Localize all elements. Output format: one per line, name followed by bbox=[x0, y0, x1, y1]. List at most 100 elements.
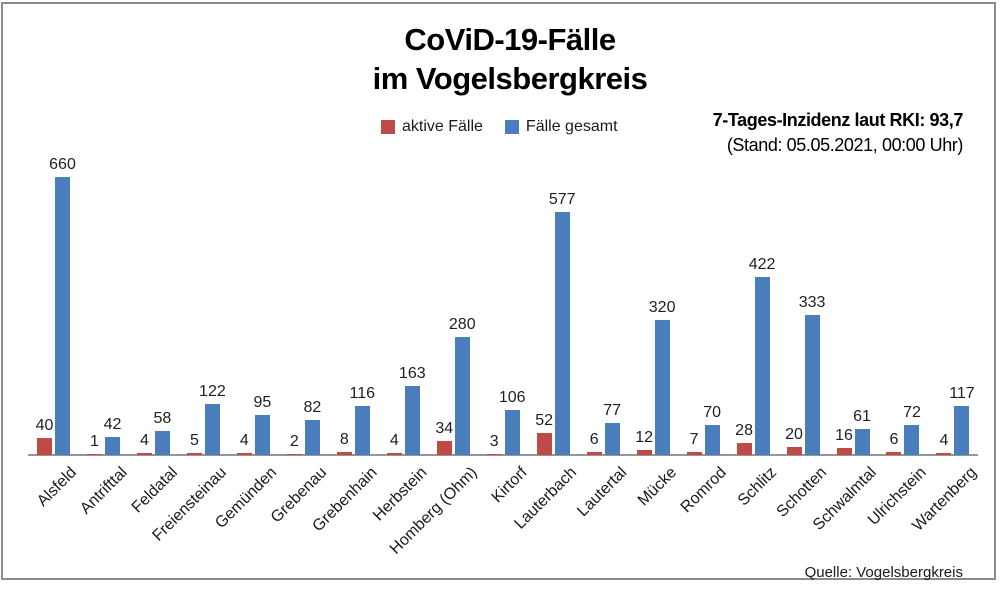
bar-value-label: 12 bbox=[635, 429, 654, 446]
bar-value-label: 2 bbox=[289, 433, 299, 450]
bar-active bbox=[686, 452, 702, 455]
chart-title-line1: CoViD-19-Fälle bbox=[404, 22, 616, 57]
bar-value-label: 577 bbox=[548, 191, 576, 208]
bar-active bbox=[586, 452, 602, 455]
chart-title: CoViD-19-Fälle im Vogelsbergkreis bbox=[210, 20, 810, 98]
bar-total bbox=[454, 337, 470, 455]
bar-value-label: 4 bbox=[139, 432, 149, 449]
x-axis-label: Romrod bbox=[677, 464, 731, 517]
bar-value-label: 7 bbox=[689, 431, 699, 448]
x-axis-label: Alsfeld bbox=[34, 464, 81, 510]
bar-active bbox=[286, 454, 302, 455]
bar-value-label: 34 bbox=[435, 420, 454, 437]
bar-value-label: 280 bbox=[448, 316, 476, 333]
bar-value-label: 72 bbox=[903, 404, 921, 421]
chart-title-line2: im Vogelsbergkreis bbox=[372, 61, 648, 96]
bar-active bbox=[236, 453, 252, 455]
bar-value-label: 95 bbox=[253, 394, 272, 411]
bar-value-label: 40 bbox=[35, 417, 54, 434]
bar-value-label: 1 bbox=[90, 433, 99, 450]
bar-total bbox=[204, 404, 220, 455]
bar-active bbox=[836, 448, 852, 455]
bar-active bbox=[736, 443, 752, 455]
bar-value-label: 660 bbox=[49, 156, 76, 173]
bar-value-label: 8 bbox=[339, 431, 349, 448]
bar-total bbox=[654, 320, 670, 455]
bar-total bbox=[604, 423, 620, 455]
bar-active bbox=[86, 454, 102, 455]
bar-active bbox=[37, 438, 52, 455]
bar-total bbox=[754, 277, 770, 455]
bar-value-label: 58 bbox=[153, 410, 172, 427]
x-axis-label: Schlitz bbox=[734, 464, 781, 510]
bar-total bbox=[104, 437, 120, 455]
bar-total bbox=[554, 212, 570, 455]
bar-total bbox=[854, 429, 870, 455]
bar-value-label: 6 bbox=[589, 431, 599, 448]
bar-total bbox=[954, 406, 970, 455]
bar-value-label: 163 bbox=[398, 365, 426, 382]
bar-value-label: 116 bbox=[349, 385, 376, 402]
bar-total bbox=[904, 425, 920, 455]
x-axis-line bbox=[28, 454, 978, 456]
bar-value-label: 82 bbox=[303, 399, 322, 416]
bar-value-label: 320 bbox=[648, 299, 676, 316]
chart-legend: aktive Fälle Fälle gesamt bbox=[381, 118, 618, 136]
bar-value-label: 5 bbox=[189, 432, 199, 449]
bar-total bbox=[254, 415, 270, 455]
bar-active bbox=[186, 453, 202, 455]
x-axis-label: Homberg (Ohm) bbox=[386, 464, 481, 558]
bar-total bbox=[55, 177, 70, 455]
bar-value-label: 77 bbox=[603, 402, 622, 419]
bar-active bbox=[486, 454, 502, 455]
bar-value-label: 70 bbox=[703, 404, 721, 421]
bar-total bbox=[404, 386, 420, 455]
bar-total bbox=[704, 425, 720, 455]
bar-value-label: 422 bbox=[748, 256, 776, 273]
bar-value-label: 3 bbox=[489, 433, 499, 450]
bar-value-label: 16 bbox=[835, 427, 853, 444]
x-axis-label: Kirtorf bbox=[488, 464, 531, 507]
legend-swatch-active-icon bbox=[381, 120, 395, 134]
legend-label-active: aktive Fälle bbox=[402, 118, 483, 135]
bar-value-label: 117 bbox=[949, 385, 975, 402]
bar-active bbox=[436, 441, 452, 455]
x-axis-label: Mücke bbox=[634, 464, 681, 510]
bar-active bbox=[786, 447, 802, 455]
bar-value-label: 52 bbox=[535, 412, 554, 429]
incidence-date: (Stand: 05.05.2021, 00:00 Uhr) bbox=[726, 135, 964, 155]
incidence-note: 7-Tages-Inzidenz laut RKI: 93,7 (Stand: … bbox=[712, 108, 964, 158]
bar-value-label: 122 bbox=[199, 383, 226, 400]
bar-total bbox=[804, 315, 820, 455]
bar-value-label: 6 bbox=[889, 431, 899, 448]
bar-total bbox=[304, 420, 320, 455]
x-axis-label: Antrifttal bbox=[76, 464, 131, 518]
bar-total bbox=[154, 431, 170, 455]
bar-active bbox=[536, 433, 552, 455]
bar-total bbox=[354, 406, 370, 455]
bar-value-label: 4 bbox=[239, 432, 249, 449]
incidence-value: 7-Tages-Inzidenz laut RKI: 93,7 bbox=[712, 110, 964, 130]
bar-value-label: 42 bbox=[103, 416, 122, 433]
bar-value-label: 4 bbox=[939, 432, 949, 449]
bar-active bbox=[136, 453, 152, 455]
legend-item-active: aktive Fälle bbox=[381, 118, 483, 136]
x-axis-label: Lautertal bbox=[574, 464, 631, 521]
source-note: Quelle: Vogelsbergkreis bbox=[804, 564, 963, 581]
bar-value-label: 106 bbox=[498, 389, 526, 406]
bar-value-label: 28 bbox=[735, 422, 753, 439]
bar-active bbox=[936, 453, 952, 455]
bar-value-label: 4 bbox=[389, 432, 399, 449]
chart-border bbox=[1, 2, 996, 580]
bar-active bbox=[336, 452, 352, 455]
legend-item-total: Fälle gesamt bbox=[504, 118, 618, 136]
legend-label-total: Fälle gesamt bbox=[525, 118, 618, 135]
bar-active bbox=[636, 450, 652, 455]
bar-active bbox=[386, 453, 402, 455]
bar-active bbox=[886, 452, 902, 455]
bar-value-label: 61 bbox=[853, 408, 871, 425]
bar-total bbox=[504, 410, 520, 455]
bar-value-label: 20 bbox=[785, 426, 803, 443]
